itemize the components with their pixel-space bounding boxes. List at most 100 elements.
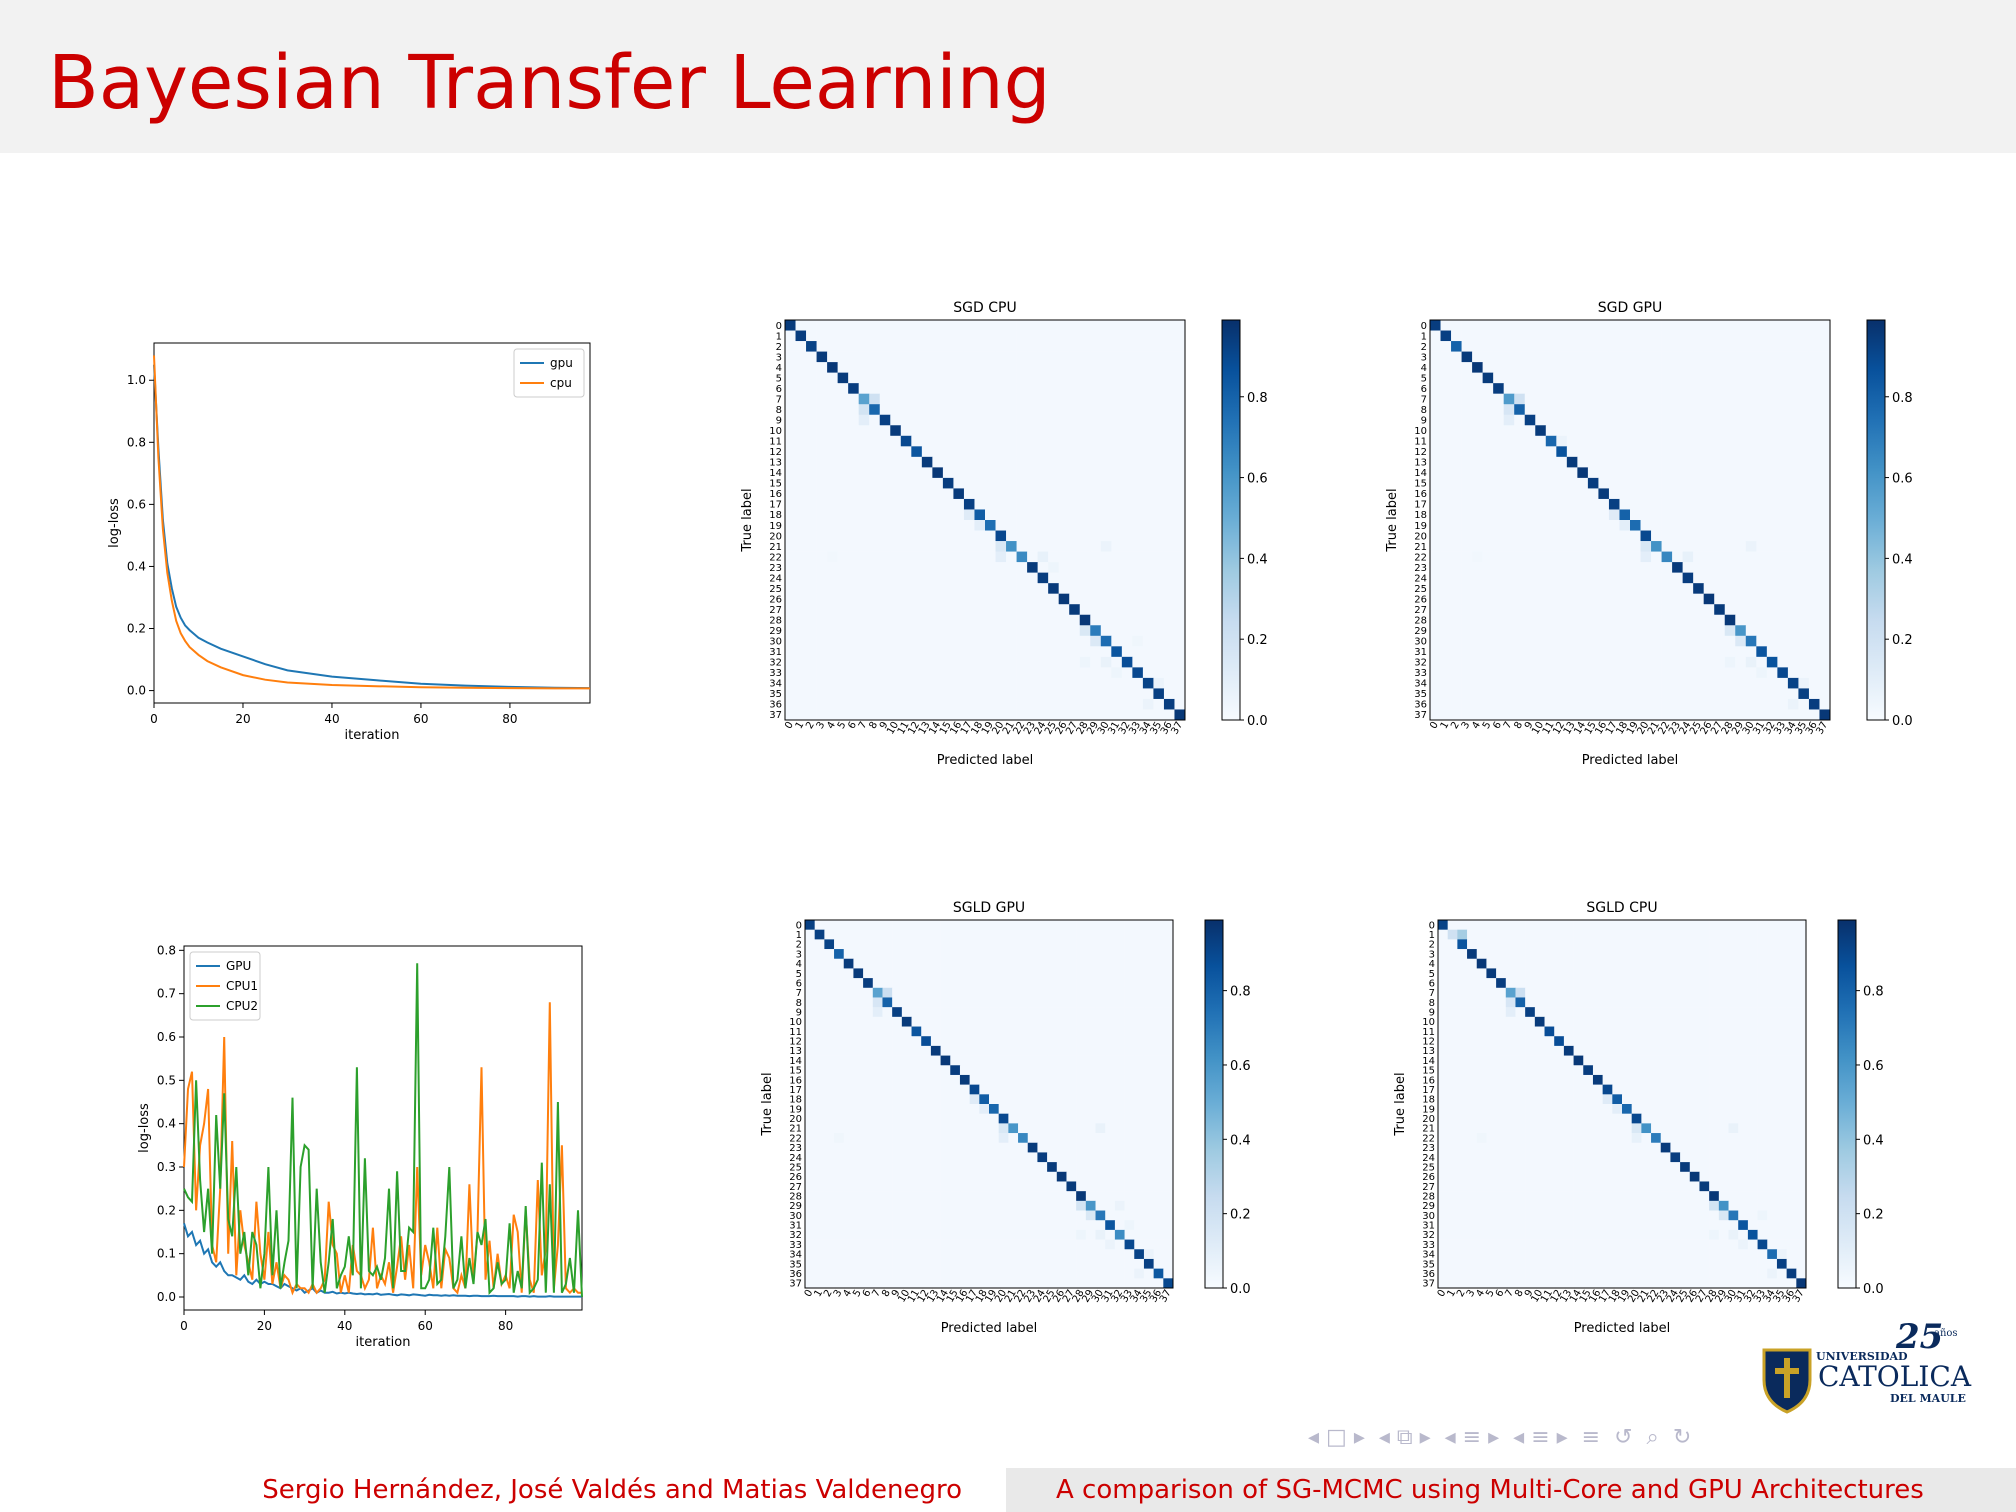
matrix-cell xyxy=(1598,446,1610,458)
matrix-cell xyxy=(1153,625,1165,637)
matrix-cell xyxy=(882,1229,893,1240)
matrix-cell xyxy=(998,1142,1009,1153)
matrix-cell xyxy=(1037,1258,1048,1269)
matrix-cell xyxy=(1682,677,1694,689)
matrix-cell xyxy=(1121,488,1133,500)
matrix-cell xyxy=(1535,656,1547,668)
matrix-cell xyxy=(921,1142,932,1153)
matrix-cell xyxy=(1819,435,1831,447)
matrix-cell xyxy=(1076,1229,1087,1240)
matrix-cell xyxy=(963,520,975,531)
matrix-cell xyxy=(872,1249,883,1260)
matrix-cell xyxy=(1461,477,1473,489)
matrix-cell xyxy=(892,1191,903,1202)
matrix-cell xyxy=(942,488,954,500)
matrix-cell xyxy=(995,709,1007,721)
matrix-cell xyxy=(930,1191,941,1202)
matrix-cell xyxy=(1121,688,1133,700)
matrix-cell xyxy=(1056,939,1067,950)
matrix-cell xyxy=(1440,635,1452,647)
matrix-cell xyxy=(1608,383,1620,394)
matrix-cell xyxy=(1114,1026,1125,1037)
matrix-cell xyxy=(1006,341,1017,352)
matrix-cell xyxy=(1598,393,1610,405)
matrix-cell xyxy=(969,1162,980,1173)
row-tick-label: 1 xyxy=(796,930,802,941)
matrix-cell xyxy=(795,498,807,510)
matrix-cell xyxy=(1798,541,1810,552)
matrix-cell xyxy=(1132,709,1144,721)
matrix-cell xyxy=(1544,929,1555,940)
matrix-cell xyxy=(1777,372,1789,384)
matrix-cell xyxy=(1545,551,1557,563)
matrix-cell xyxy=(1630,351,1641,363)
matrix-cell xyxy=(1608,583,1620,594)
row-tick-label: 11 xyxy=(769,437,782,448)
matrix-cell xyxy=(1493,351,1504,363)
matrix-cell xyxy=(890,709,902,721)
matrix-cell xyxy=(921,362,933,373)
matrix-cell xyxy=(1482,383,1494,394)
matrix-cell xyxy=(814,987,825,998)
matrix-cell xyxy=(940,1016,951,1027)
matrix-cell xyxy=(1556,320,1568,331)
matrix-cell xyxy=(940,1220,951,1231)
matrix-cell xyxy=(1105,929,1116,940)
matrix-cell xyxy=(1699,968,1710,979)
matrix-cell xyxy=(1515,939,1526,950)
matrix-cell xyxy=(1525,929,1536,940)
matrix-cell xyxy=(995,688,1007,700)
matrix-cell xyxy=(1457,920,1468,930)
matrix-cell xyxy=(892,1181,903,1192)
matrix-cell xyxy=(1524,646,1536,658)
matrix-cell xyxy=(1787,572,1799,584)
matrix-cell xyxy=(1566,709,1578,721)
matrix-cell xyxy=(1728,949,1739,960)
matrix-cell xyxy=(1048,320,1059,331)
matrix-cell xyxy=(1703,414,1715,426)
matrix-cell xyxy=(985,530,996,542)
matrix-cell xyxy=(1798,520,1810,531)
matrix-cell xyxy=(1018,939,1029,950)
matrix-cell xyxy=(998,1113,1009,1124)
matrix-cell xyxy=(1577,414,1589,426)
matrix-cell xyxy=(1153,1084,1164,1095)
matrix-cell xyxy=(1143,1084,1154,1095)
matrix-cell xyxy=(989,1007,999,1018)
matrix-cell xyxy=(953,393,965,405)
matrix-cell xyxy=(911,362,923,373)
matrix-cell xyxy=(1756,593,1768,605)
matrix-cell xyxy=(901,1094,912,1105)
matrix-cell xyxy=(1056,1268,1067,1279)
row-tick-label: 25 xyxy=(769,584,782,595)
matrix-cell xyxy=(1121,362,1133,373)
matrix-cell xyxy=(1535,541,1547,552)
matrix-cell xyxy=(1037,562,1049,573)
matrix-cell xyxy=(1124,1200,1135,1211)
matrix-cell xyxy=(901,1142,912,1153)
matrix-cell xyxy=(1016,320,1028,331)
matrix-cell xyxy=(837,677,849,689)
matrix-cell xyxy=(1745,477,1757,489)
row-tick-label: 21 xyxy=(1414,542,1427,553)
matrix-cell xyxy=(930,987,941,998)
matrix-cell xyxy=(795,709,807,721)
matrix-cell xyxy=(1058,646,1070,658)
matrix-cell xyxy=(834,1249,845,1260)
matrix-cell xyxy=(816,625,828,637)
matrix-cell xyxy=(1440,541,1452,552)
matrix-cell xyxy=(1100,667,1112,679)
matrix-cell xyxy=(901,1268,912,1279)
matrix-cell xyxy=(1440,688,1452,700)
matrix-cell xyxy=(1037,1084,1048,1095)
matrix-cell xyxy=(1640,562,1652,573)
matrix-cell xyxy=(816,404,828,416)
matrix-cell xyxy=(1016,593,1028,605)
matrix-cell xyxy=(995,604,1007,616)
matrix-cell xyxy=(1777,456,1789,468)
matrix-cell xyxy=(1121,562,1133,573)
matrix-cell xyxy=(1163,1249,1174,1260)
matrix-cell xyxy=(1142,341,1154,352)
matrix-cell xyxy=(806,341,817,352)
matrix-cell xyxy=(1153,1210,1164,1221)
